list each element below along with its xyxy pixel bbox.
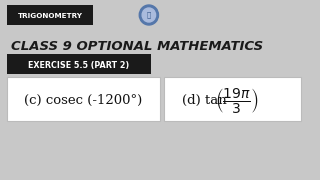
FancyBboxPatch shape xyxy=(7,77,160,121)
Circle shape xyxy=(139,5,158,25)
Text: (d) tan: (d) tan xyxy=(182,93,227,107)
Text: $\left(\dfrac{19\pi}{3}\right)$: $\left(\dfrac{19\pi}{3}\right)$ xyxy=(215,86,259,114)
Text: (c) cosec (-1200°): (c) cosec (-1200°) xyxy=(24,93,143,107)
FancyBboxPatch shape xyxy=(7,5,93,25)
Text: CLASS 9 OPTIONAL MATHEMATICS: CLASS 9 OPTIONAL MATHEMATICS xyxy=(11,39,263,53)
FancyBboxPatch shape xyxy=(164,77,300,121)
FancyBboxPatch shape xyxy=(7,54,151,74)
Text: ⛵: ⛵ xyxy=(147,12,151,18)
Text: EXERCISE 5.5 (PART 2): EXERCISE 5.5 (PART 2) xyxy=(28,60,129,69)
Circle shape xyxy=(142,8,156,22)
Text: TRIGONOMETRY: TRIGONOMETRY xyxy=(18,13,83,19)
